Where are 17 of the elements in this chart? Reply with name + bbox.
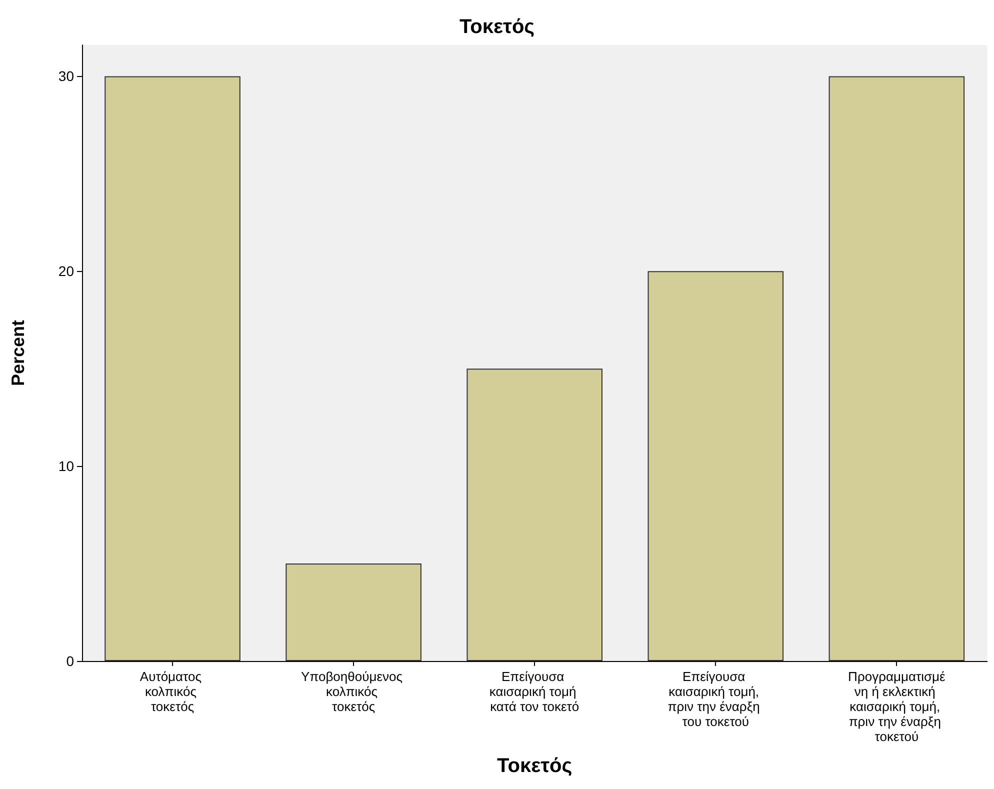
x-tick-label: Επείγουσα καισαρική τομή, πριν την έναρξη του τοκετού bbox=[668, 669, 764, 729]
x-tick-label: Υποβοηθούμενος κολπικός τοκετός bbox=[301, 669, 406, 714]
bar bbox=[648, 271, 784, 661]
y-tick-label: 0 bbox=[66, 653, 74, 669]
y-tick-label: 10 bbox=[58, 458, 74, 474]
bar bbox=[286, 564, 422, 661]
chart-title: Τοκετός bbox=[459, 16, 535, 38]
bar bbox=[104, 76, 240, 661]
y-axis-title: Percent bbox=[8, 320, 28, 386]
bar bbox=[466, 368, 602, 661]
x-tick-label: Προγραμματισμένη ή εκλεκτική καισαρική τομή, πριν την έναρξη τοκετού bbox=[848, 669, 946, 744]
bar bbox=[828, 76, 965, 661]
x-tick-label: Αυτόματος κολπικός τοκετός bbox=[140, 669, 206, 714]
x-tick-label: Επείγουσα καισαρική τομή κατά τον τοκετό bbox=[489, 669, 580, 714]
y-tick-label: 20 bbox=[58, 263, 74, 280]
y-tick-label: 30 bbox=[58, 68, 74, 84]
x-axis-title: Τοκετός bbox=[497, 755, 572, 777]
